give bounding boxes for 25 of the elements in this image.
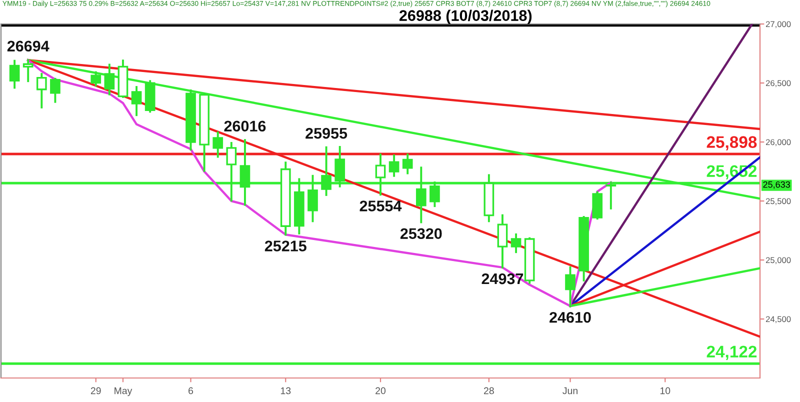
x-tick-label: 20 — [376, 387, 386, 394]
annotation: 25554 — [360, 200, 402, 212]
annotation: 26694 — [7, 40, 50, 52]
x-tick-label: 28 — [484, 387, 494, 394]
annotation: 24610 — [550, 312, 591, 323]
y-tick-label: 24,500 — [766, 316, 791, 324]
x-tick-label: 6 — [188, 387, 194, 394]
annotation: 25955 — [306, 128, 348, 139]
y-tick-label: 27,000 — [766, 21, 791, 28]
y-tick-label: 25,500 — [766, 198, 791, 206]
x-tick-label: 13 — [280, 387, 291, 394]
x-tick-label: 29 — [90, 387, 101, 394]
x-tick-label: 10 — [660, 387, 670, 394]
y-tick-label: 25,000 — [766, 257, 791, 264]
annotation: 25320 — [400, 228, 442, 240]
annotation: 25,633 — [763, 181, 790, 189]
annotation: 26016 — [224, 120, 266, 132]
ref-line-label: 24,122 — [706, 346, 757, 360]
x-tick-label: Jun — [562, 387, 578, 394]
y-tick-label: 26,500 — [766, 80, 791, 88]
y-tick-label: 26,000 — [766, 139, 791, 146]
annotation: 25215 — [264, 240, 306, 252]
ref-line-label: 25,898 — [706, 136, 757, 150]
x-tick-label: May — [114, 387, 132, 396]
ref-line-label: 26988 (10/03/2018) — [399, 10, 532, 24]
